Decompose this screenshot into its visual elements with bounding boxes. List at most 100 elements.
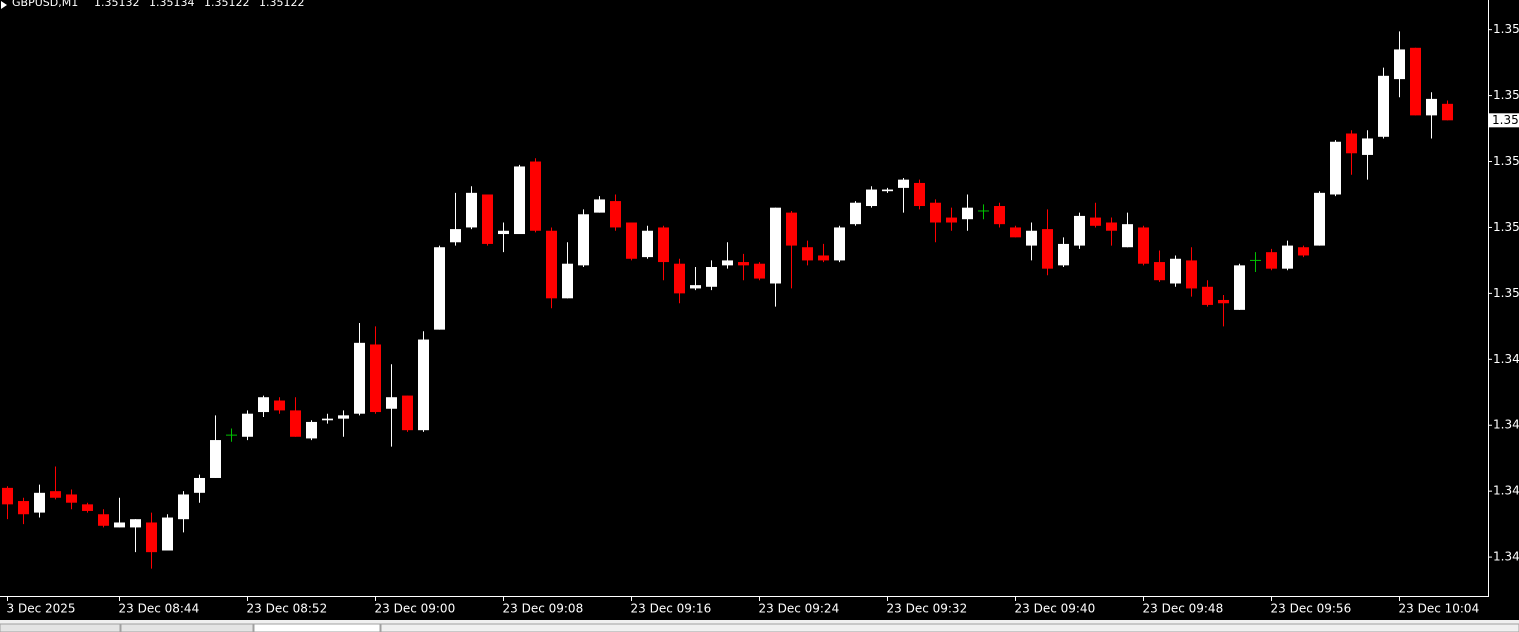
candle-body [1042, 229, 1053, 269]
candle-body [706, 267, 717, 287]
candle-body [1330, 141, 1341, 195]
y-tick-label: 1.34 [1493, 550, 1519, 564]
candle-body [466, 192, 477, 228]
candle-body [418, 339, 429, 431]
candle-body [2, 487, 13, 505]
candle-body [210, 440, 221, 478]
candle-body [146, 522, 157, 553]
candle-body [322, 418, 333, 421]
candle-body [946, 217, 957, 223]
candle-body [1298, 247, 1309, 256]
candle-body [338, 415, 349, 419]
candle-body [66, 494, 77, 503]
candle-body [1266, 252, 1277, 269]
tab[interactable] [253, 623, 381, 632]
candle-body [594, 199, 605, 213]
candle-body [1442, 103, 1453, 121]
candle-body [370, 344, 381, 413]
candle-body [274, 400, 285, 411]
candle-body [1058, 243, 1069, 266]
candle-body [738, 262, 749, 266]
candle-body [930, 202, 941, 223]
candle-body [50, 491, 61, 498]
candle-body [1074, 215, 1085, 246]
tab[interactable] [120, 623, 254, 632]
candle-body [1106, 222, 1117, 231]
candle-body [114, 522, 125, 528]
candle-body [1378, 75, 1389, 137]
candle-body [834, 227, 845, 261]
candle-body [1010, 227, 1021, 238]
candle-body [898, 179, 909, 188]
candle-body [770, 207, 781, 284]
candle-body [402, 395, 413, 431]
current-price-label: 1.35 [1492, 113, 1519, 127]
candle-body [482, 194, 493, 244]
candle-body [850, 202, 861, 225]
candle-body [562, 263, 573, 299]
candle-body [546, 230, 557, 299]
x-tick-label: 23 Dec 09:08 [503, 602, 584, 616]
candle-body [994, 206, 1005, 225]
x-tick-label: 23 Dec 08:52 [247, 602, 328, 616]
candle-body [1026, 230, 1037, 246]
candle-body [386, 397, 397, 409]
candle-body [306, 421, 317, 439]
candle-body [290, 410, 301, 437]
candle-body [1186, 260, 1197, 289]
candle-body [1122, 224, 1133, 248]
candle-body [258, 397, 269, 413]
candle-body [674, 263, 685, 294]
candle-body [18, 501, 29, 515]
candle-body [1394, 49, 1405, 80]
candle-body [626, 222, 637, 259]
candle-body [786, 212, 797, 246]
y-tick-label: 1.34 [1493, 418, 1519, 432]
y-tick-label: 1.35 [1493, 154, 1519, 168]
x-tick-label: 23 Dec 09:32 [887, 602, 968, 616]
candle-body [514, 166, 525, 235]
candle-body [1154, 262, 1165, 281]
candle-body [98, 514, 109, 526]
header-icon [1, 1, 7, 9]
candle-body [242, 413, 253, 437]
candle-body [1426, 98, 1437, 116]
candle-body [530, 161, 541, 231]
y-tick-label: 1.35 [1493, 88, 1519, 102]
candle-body [354, 342, 365, 414]
candle-body [1218, 299, 1229, 304]
candle-body [450, 229, 461, 243]
x-tick-label: 23 Dec 10:04 [1399, 602, 1480, 616]
candle-body [658, 227, 669, 263]
candle-body [1346, 133, 1357, 154]
y-tick-label: 1.34 [1493, 352, 1519, 366]
y-tick-label: 1.34 [1493, 484, 1519, 498]
x-tick-label: 23 Dec 09:00 [375, 602, 456, 616]
candle-body [1170, 258, 1181, 284]
x-tick-label: 23 Dec 08:44 [119, 602, 200, 616]
candle-body [866, 189, 877, 207]
candle-body [914, 182, 925, 207]
x-tick-label: 3 Dec 2025 [7, 602, 76, 616]
candle-body [178, 494, 189, 520]
candle-body [194, 477, 205, 493]
current-price-box [1489, 113, 1519, 128]
header-value: 1.35122 [259, 0, 305, 9]
candle-body [642, 230, 653, 258]
candle-body [802, 247, 813, 261]
tab[interactable] [0, 623, 121, 632]
candle-body [82, 504, 93, 511]
candle-body [1282, 245, 1293, 269]
candle-body [1090, 217, 1101, 226]
x-tick-label: 23 Dec 09:16 [631, 602, 712, 616]
candle-body [818, 255, 829, 261]
candle-body [130, 519, 141, 528]
x-tick-label: 23 Dec 09:56 [1271, 602, 1352, 616]
y-tick-label: 1.35 [1493, 286, 1519, 300]
candle-body [1202, 286, 1213, 305]
header-value: 1.35134 [149, 0, 195, 9]
y-tick-label: 1.35 [1493, 22, 1519, 36]
candle-body [690, 285, 701, 289]
